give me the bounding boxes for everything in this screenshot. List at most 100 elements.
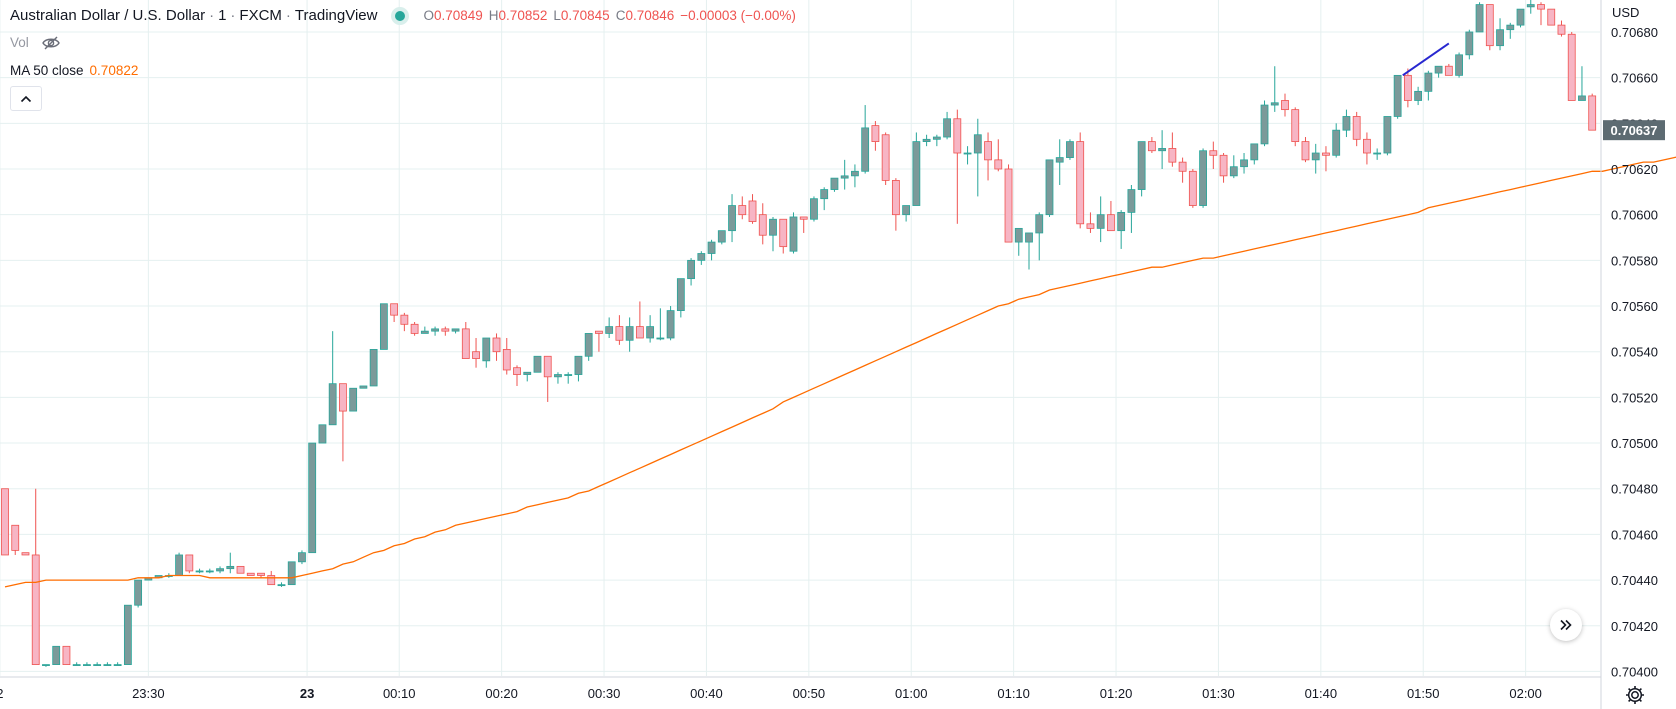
- trend-line-drawing[interactable]: [1402, 42, 1450, 77]
- candle: [1332, 123, 1341, 158]
- candle: [728, 194, 736, 243]
- ma-legend[interactable]: MA 50 close 0.70822: [10, 63, 138, 78]
- price-tick-label: 0.70620: [1611, 162, 1658, 177]
- candle-body: [687, 259, 695, 280]
- candle-body: [1250, 143, 1259, 161]
- candle: [349, 387, 358, 412]
- candle: [216, 566, 224, 574]
- candle: [482, 337, 491, 368]
- collapse-legend-button[interactable]: [10, 86, 42, 111]
- candle-body: [1045, 159, 1054, 216]
- candle: [83, 662, 91, 666]
- candle-body: [1444, 65, 1453, 76]
- candle-body: [1465, 31, 1474, 56]
- candle-body: [11, 524, 20, 551]
- candle-body: [482, 337, 491, 362]
- price-tick-label: 0.70580: [1611, 253, 1658, 268]
- candle: [1158, 130, 1167, 169]
- candle-body: [52, 645, 61, 665]
- candle: [1465, 29, 1474, 60]
- time-scale[interactable]: 2 23:30 23 00:10 00:20 00:30 00:40 00:50 01:00 01…: [0, 686, 1542, 701]
- candle-body: [584, 333, 593, 357]
- candle: [1578, 66, 1586, 101]
- time-tick-label: 01:40: [1305, 686, 1338, 701]
- candle: [1322, 146, 1330, 172]
- candle-body: [881, 134, 890, 181]
- candle-body: [1403, 74, 1412, 101]
- price-tick-label: 0.70560: [1611, 299, 1658, 314]
- candle: [799, 216, 808, 233]
- candle: [175, 552, 183, 576]
- market-status-icon[interactable]: [391, 7, 410, 25]
- candle-body: [564, 374, 573, 376]
- eye-hidden-icon[interactable]: [41, 35, 61, 51]
- price-tick-label: 0.70520: [1611, 390, 1658, 405]
- candle: [1506, 22, 1515, 39]
- candle-body: [472, 351, 480, 359]
- candle: [11, 524, 20, 555]
- candle: [1424, 70, 1433, 101]
- candle-body: [236, 565, 245, 574]
- candle-body: [287, 561, 296, 586]
- candle: [625, 317, 634, 352]
- candle-body: [1281, 100, 1289, 111]
- candle-body: [1455, 54, 1463, 76]
- symbol-name[interactable]: Australian Dollar / U.S. Dollar: [10, 7, 206, 24]
- candle-body: [554, 374, 562, 378]
- candle-body: [615, 326, 624, 341]
- candle: [339, 383, 347, 462]
- candle-body: [185, 554, 194, 572]
- candle: [472, 338, 480, 368]
- interval-label[interactable]: 1: [218, 7, 227, 24]
- price-tick-label: 0.70660: [1611, 71, 1658, 86]
- candle: [1567, 31, 1576, 101]
- price-scale[interactable]: 0.706800.706600.706400.706200.706000.705…: [1611, 25, 1658, 679]
- currency-label[interactable]: USD: [1612, 5, 1640, 20]
- time-tick-label: 23: [300, 686, 314, 701]
- candle-body: [1383, 116, 1392, 154]
- candle: [738, 196, 747, 220]
- candle: [1219, 153, 1228, 183]
- scroll-to-realtime-button[interactable]: [1550, 609, 1582, 641]
- source-label: TradingView: [294, 7, 378, 24]
- candle-body: [1311, 152, 1320, 161]
- time-tick-label: 00:40: [690, 686, 723, 701]
- candle-body: [635, 326, 644, 339]
- candle-body: [1506, 24, 1515, 31]
- candle: [656, 308, 665, 341]
- candle: [277, 582, 286, 587]
- candle-body: [113, 664, 122, 666]
- candle: [451, 328, 460, 334]
- price-tick-label: 0.70500: [1611, 436, 1658, 451]
- price-tick-label: 0.70600: [1611, 208, 1658, 223]
- candle: [1537, 2, 1545, 26]
- candle: [1229, 155, 1238, 179]
- candle-body: [1158, 148, 1167, 152]
- candle-body: [1, 488, 9, 556]
- candle: [1066, 139, 1074, 160]
- candle: [851, 164, 859, 188]
- candle-body: [891, 180, 900, 216]
- candle-body: [267, 575, 276, 586]
- candle-body: [93, 664, 102, 666]
- candle: [523, 371, 532, 382]
- candle-body: [1004, 168, 1013, 243]
- candle: [359, 385, 368, 389]
- candle: [226, 552, 235, 574]
- candle: [1035, 212, 1044, 261]
- candle-body: [973, 134, 982, 154]
- candle: [584, 333, 593, 361]
- candle-body: [1373, 152, 1382, 155]
- candle: [103, 662, 112, 666]
- double-chevron-right-icon: [1560, 619, 1572, 631]
- candle-body: [656, 337, 665, 340]
- candle-body: [666, 310, 675, 339]
- time-tick-label: 00:10: [383, 686, 416, 701]
- candle-body: [1270, 102, 1279, 106]
- candle: [943, 111, 951, 140]
- candle-body: [379, 303, 388, 350]
- gear-icon[interactable]: [1624, 684, 1646, 706]
- candle: [1311, 143, 1320, 174]
- candle: [646, 315, 655, 343]
